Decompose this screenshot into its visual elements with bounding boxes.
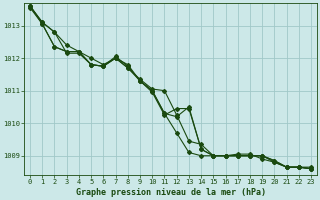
X-axis label: Graphe pression niveau de la mer (hPa): Graphe pression niveau de la mer (hPa) bbox=[76, 188, 266, 197]
